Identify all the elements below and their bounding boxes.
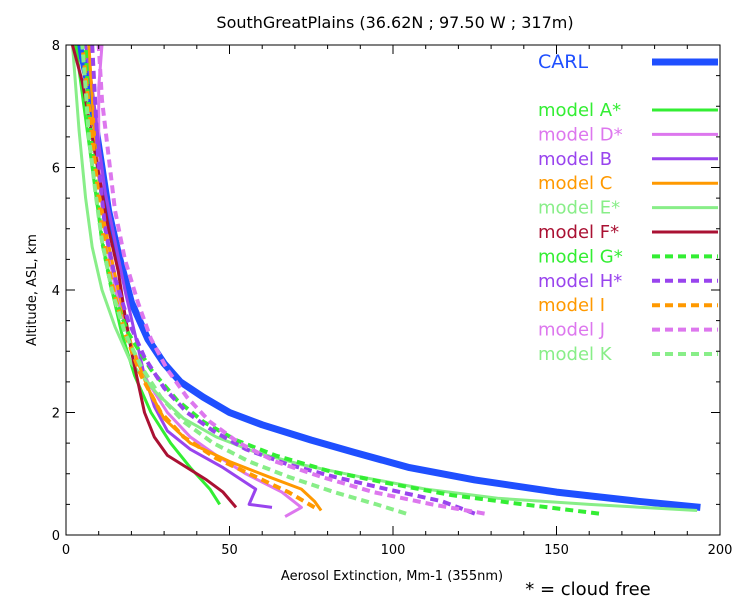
y-tick-label: 6 <box>52 162 60 177</box>
y-tick-label: 2 <box>52 407 60 422</box>
legend-label: model J <box>538 320 605 341</box>
x-tick-label: 50 <box>221 543 238 558</box>
series-line-model-k <box>80 45 407 516</box>
plot-area: 0 50 100 150 200 0 2 4 6 8 <box>52 39 733 558</box>
legend-label: model E* <box>538 198 620 219</box>
series-line-model-g <box>83 45 600 516</box>
chart-title: SouthGreatPlains (36.62N ; 97.50 W ; 317… <box>216 13 573 32</box>
legend-label: model K <box>538 344 613 365</box>
cloud-free-footnote: * = cloud free <box>525 579 650 599</box>
legend-label: CARL <box>538 51 588 73</box>
series-line-model-j <box>96 45 485 516</box>
x-tick-label: 200 <box>708 543 733 558</box>
series-line-model-i <box>80 45 316 510</box>
series-line-model-a <box>74 45 221 506</box>
y-axis-label: Altitude, ASL, km <box>25 234 40 346</box>
legend-label: model B <box>538 149 612 170</box>
x-tick-label: 150 <box>544 543 569 558</box>
x-tick-label: 100 <box>381 543 406 558</box>
y-tick-label: 0 <box>52 529 60 544</box>
series-group <box>71 45 701 518</box>
legend-label: model G* <box>538 246 623 267</box>
legend-label: model C <box>538 173 612 194</box>
legend-label: model D* <box>538 124 623 145</box>
x-tick-label: 0 <box>62 543 70 558</box>
legend-label: model I <box>538 295 605 316</box>
x-axis-label: Aerosol Extinction, Mm-1 (355nm) <box>281 569 503 584</box>
series-line-model-h <box>90 45 476 516</box>
y-tick-label: 8 <box>52 39 60 54</box>
legend-label: model H* <box>538 271 622 292</box>
y-tick-label: 4 <box>52 284 60 299</box>
legend-label: model F* <box>538 222 619 243</box>
series-line-model-e <box>71 45 698 512</box>
legend: CARL model A* model D* model B model C model … <box>538 51 718 365</box>
legend-label: model A* <box>538 100 621 121</box>
